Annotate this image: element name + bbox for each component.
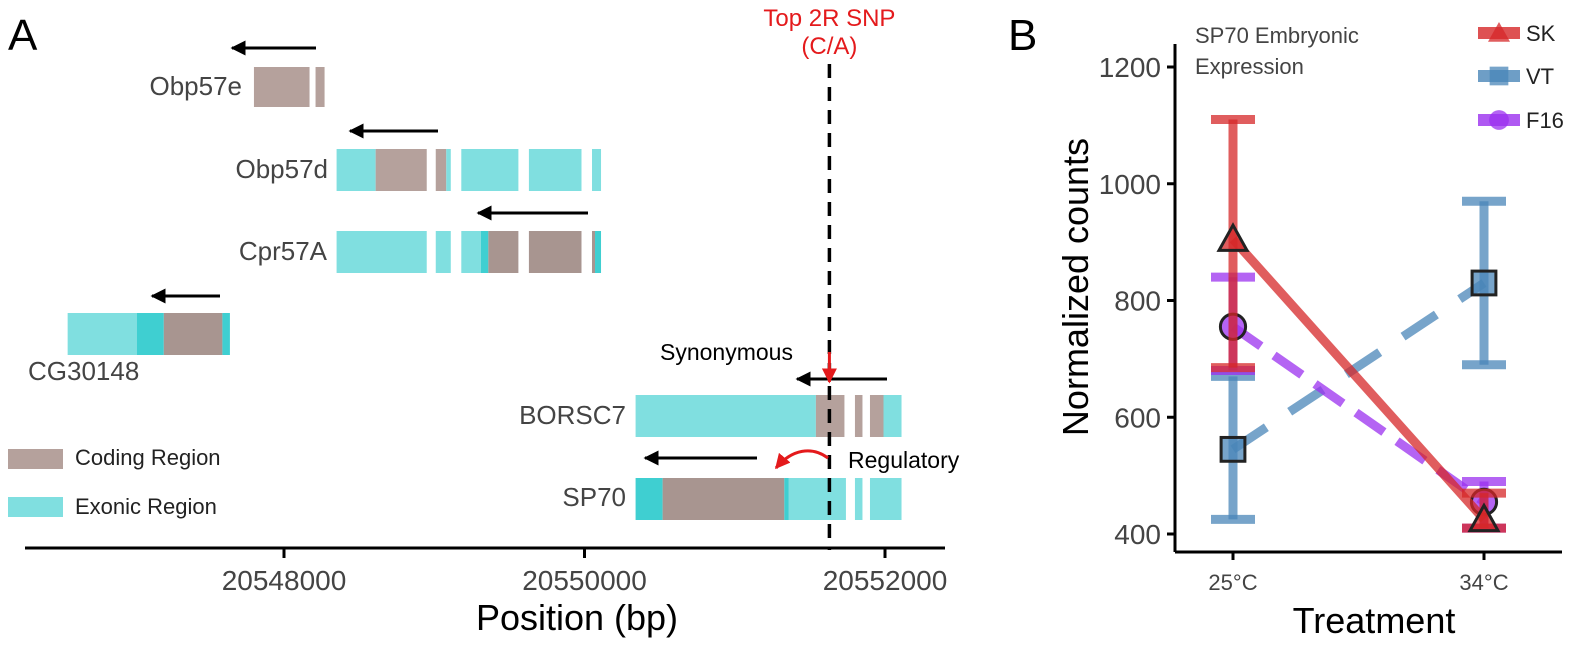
obp57e-coding-segment (315, 67, 325, 107)
snp-label: Top 2R SNP (763, 5, 895, 32)
legend-marker (1488, 22, 1510, 42)
panel-b-series (1211, 115, 1506, 533)
gene-obp57e: Obp57e (149, 40, 325, 107)
panel-a-legend: Coding Region Exonic Region (8, 445, 221, 519)
cpr57a-exonic-segment (461, 231, 481, 273)
borsc7-exonic-segment (883, 395, 902, 437)
x-tick-label: 20552000 (823, 565, 948, 596)
panel-a: A Obp57e Obp57d Cpr57A CG30148 BORSC7 SP70 To… (8, 5, 960, 638)
x-tick-label: 20548000 (222, 565, 347, 596)
gene-obp57d: Obp57d (235, 123, 602, 191)
series-line (1229, 236, 1488, 523)
x-tick-label: 20550000 (522, 565, 647, 596)
gene-sp70: SP70 (562, 450, 902, 520)
obp57d-coding-segment (435, 149, 447, 191)
obp57e-coding-segment (253, 67, 310, 107)
gene-cpr57a: Cpr57A (239, 205, 602, 273)
obp57d-exonic-segment (461, 149, 519, 191)
legend-item-vt: VT (1478, 64, 1554, 89)
obp57d-coding-segment (375, 149, 427, 191)
cpr57a-coding_dark-segment (488, 231, 519, 273)
y-tick-label: 800 (1114, 286, 1161, 317)
series-sk (1211, 115, 1506, 533)
borsc7-exonic-segment (635, 395, 816, 437)
legend-label: VT (1526, 64, 1554, 89)
cg30148-overlap-segment (222, 313, 230, 355)
panel-a-x-ticks: 20548000 20550000 20552000 (222, 548, 948, 596)
legend-exonic-label: Exonic Region (75, 494, 217, 519)
panel-b: B SP70 Embryonic Expression 400 600 800 100… (1008, 11, 1564, 641)
y-tick-label: 1200 (1099, 52, 1161, 83)
sp70-overlap-segment (635, 478, 663, 520)
cg30148-exonic-segment (67, 313, 137, 355)
data-point (1216, 222, 1250, 252)
sp70-exonic-segment (869, 478, 902, 520)
y-tick-label: 1000 (1099, 169, 1161, 200)
y-tick-label: 600 (1114, 402, 1161, 433)
legend-exonic-swatch (8, 497, 63, 517)
data-point (1470, 269, 1498, 297)
gene-label-obp57d: Obp57d (235, 154, 328, 184)
panel-b-title-line1: SP70 Embryonic (1195, 23, 1359, 48)
obp57d-exonic-segment (336, 149, 376, 191)
legend-item-f16: F16 (1478, 108, 1564, 133)
gene-tracks: Obp57e Obp57d Cpr57A CG30148 BORSC7 SP70 (28, 40, 902, 520)
sp70-overlap-segment (784, 478, 789, 520)
panel-b-letter: B (1008, 11, 1037, 60)
synonymous-label: Synonymous (660, 339, 793, 365)
legend-item-sk: SK (1478, 21, 1556, 46)
sp70-exonic-segment (788, 478, 846, 520)
regulatory-label: Regulatory (848, 447, 960, 473)
series-line (1230, 279, 1487, 454)
legend-marker (1489, 110, 1509, 130)
cpr57a-exonic-segment (435, 231, 451, 273)
cpr57a-overlap-segment (480, 231, 489, 273)
obp57d-exonic-segment (528, 149, 582, 191)
legend-marker (1489, 66, 1509, 86)
x-tick-label: 34°C (1459, 570, 1508, 595)
gene-label-sp70: SP70 (562, 482, 626, 512)
data-point (1219, 435, 1247, 463)
obp57d-exonic-segment (446, 149, 451, 191)
panel-b-axes: 400 600 800 1000 1200 25°C 34°C (1099, 44, 1562, 595)
cpr57a-coding_dark-segment (528, 231, 582, 273)
snp-allele-label: (C/A) (801, 33, 857, 60)
cg30148-overlap-segment (136, 313, 164, 355)
cg30148-coding_dark-segment (163, 313, 223, 355)
gene-label-obp57e: Obp57e (149, 71, 242, 101)
sp70-coding_dark-segment (662, 478, 785, 520)
legend-coding-label: Coding Region (75, 445, 221, 470)
regulatory-curved-arrow-icon (774, 449, 829, 470)
cpr57a-coding_dark-segment (592, 231, 596, 273)
gene-label-cg30148: CG30148 (28, 356, 139, 386)
cpr57a-overlap-segment (595, 231, 602, 273)
y-tick-label: 400 (1114, 519, 1161, 550)
borsc7-coding-segment (854, 395, 863, 437)
panel-b-legend: SK VT F16 (1478, 21, 1564, 133)
panel-a-letter: A (8, 11, 38, 60)
gene-borsc7: BORSC7 (519, 371, 902, 437)
x-tick-label: 25°C (1208, 570, 1257, 595)
panel-a-x-axis-title: Position (bp) (476, 597, 678, 638)
sp70-exonic-segment (854, 478, 863, 520)
obp57d-exonic-segment (592, 149, 602, 191)
borsc7-coding-segment (869, 395, 884, 437)
panel-b-x-axis-title: Treatment (1293, 600, 1456, 641)
legend-label: F16 (1526, 108, 1564, 133)
series-vt (1211, 196, 1506, 524)
gene-cg30148: CG30148 (28, 288, 230, 386)
gene-label-borsc7: BORSC7 (519, 400, 626, 430)
panel-b-y-axis-title: Normalized counts (1055, 138, 1096, 436)
gene-label-cpr57a: Cpr57A (239, 236, 328, 266)
panel-b-title-line2: Expression (1195, 54, 1304, 79)
legend-coding-swatch (8, 449, 63, 469)
cpr57a-exonic-segment (336, 231, 427, 273)
legend-label: SK (1526, 21, 1556, 46)
data-point (1467, 502, 1501, 533)
